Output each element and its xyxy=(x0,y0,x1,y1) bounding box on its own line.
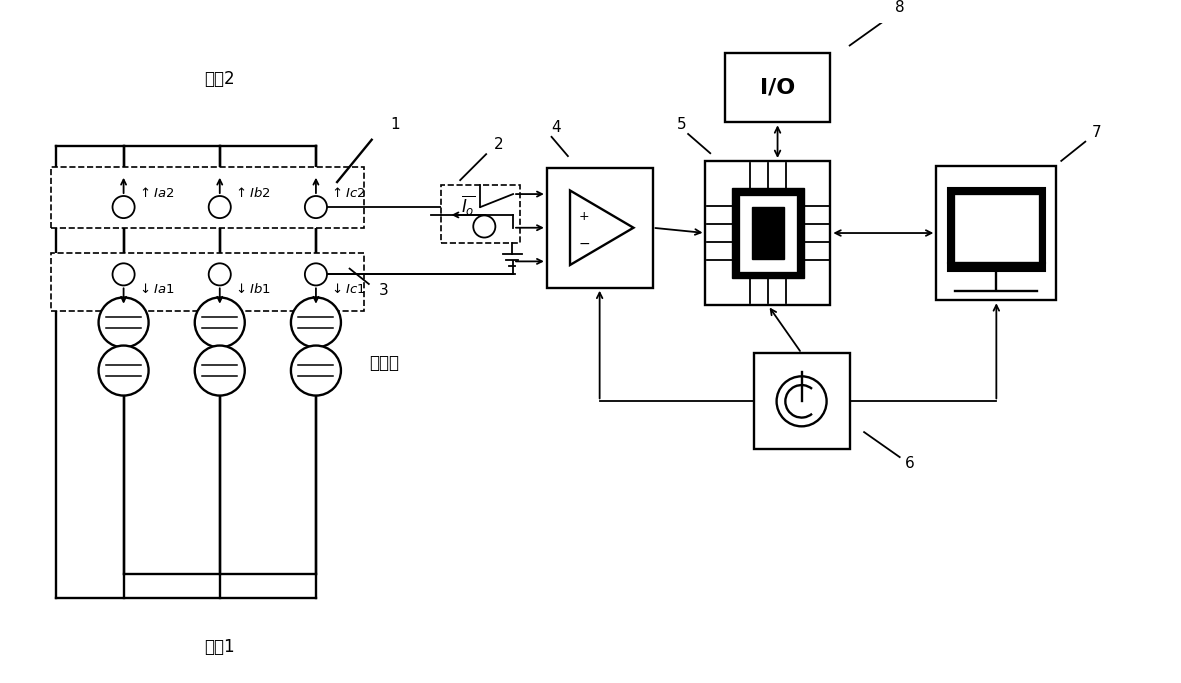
Bar xyxy=(547,167,653,288)
Text: 5: 5 xyxy=(677,117,686,132)
Text: $\downarrow$$\mathit{Ic1}$: $\downarrow$$\mathit{Ic1}$ xyxy=(329,282,366,296)
Text: 2: 2 xyxy=(494,137,503,152)
Bar xyxy=(441,185,520,242)
Bar xyxy=(52,253,364,311)
Bar xyxy=(954,195,1038,261)
Bar xyxy=(52,167,364,228)
Circle shape xyxy=(98,298,149,348)
Text: $-$: $-$ xyxy=(578,236,590,250)
Circle shape xyxy=(112,196,135,218)
Circle shape xyxy=(98,346,149,395)
Text: $\downarrow$$\mathit{Ia1}$: $\downarrow$$\mathit{Ia1}$ xyxy=(137,282,175,296)
Text: $\overline{I_o}$: $\overline{I_o}$ xyxy=(462,193,476,217)
Bar xyxy=(740,195,796,270)
Text: 4: 4 xyxy=(552,120,561,135)
Circle shape xyxy=(195,298,244,348)
Text: I/O: I/O xyxy=(759,78,795,98)
Text: $\uparrow$$\mathit{Ib2}$: $\uparrow$$\mathit{Ib2}$ xyxy=(233,186,270,199)
Circle shape xyxy=(474,215,495,238)
Circle shape xyxy=(291,298,341,348)
Polygon shape xyxy=(570,191,633,265)
Circle shape xyxy=(291,346,341,395)
Text: 7: 7 xyxy=(1092,124,1102,139)
Circle shape xyxy=(209,196,230,218)
Text: 线路1: 线路1 xyxy=(204,637,235,656)
Bar xyxy=(753,353,849,449)
Circle shape xyxy=(209,264,230,285)
Text: $\uparrow$$\mathit{Ic2}$: $\uparrow$$\mathit{Ic2}$ xyxy=(329,186,366,199)
Text: 1: 1 xyxy=(390,117,399,132)
Circle shape xyxy=(112,264,135,285)
Text: 8: 8 xyxy=(895,0,905,14)
Bar xyxy=(948,188,1045,271)
Bar xyxy=(705,161,830,305)
Circle shape xyxy=(777,376,827,426)
Bar xyxy=(937,166,1057,301)
Text: 变压器: 变压器 xyxy=(368,354,399,372)
Circle shape xyxy=(305,196,327,218)
Bar xyxy=(725,53,830,122)
Text: $\uparrow$$\mathit{Ia2}$: $\uparrow$$\mathit{Ia2}$ xyxy=(137,186,175,199)
Text: 6: 6 xyxy=(905,456,914,471)
Text: +: + xyxy=(579,210,589,223)
Text: 3: 3 xyxy=(378,283,389,298)
Bar xyxy=(751,207,784,259)
Text: 线路2: 线路2 xyxy=(204,70,235,88)
Circle shape xyxy=(305,264,327,285)
Bar xyxy=(732,188,803,278)
Ellipse shape xyxy=(991,265,1003,270)
Text: $\downarrow$$\mathit{Ib1}$: $\downarrow$$\mathit{Ib1}$ xyxy=(233,282,272,296)
Circle shape xyxy=(195,346,244,395)
